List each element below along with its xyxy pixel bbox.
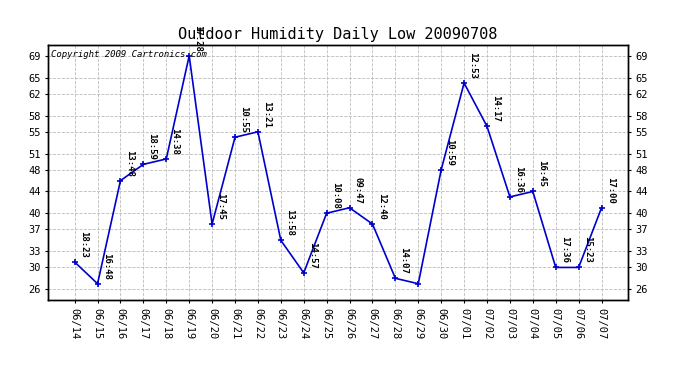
Text: 10:08: 10:08 bbox=[331, 182, 339, 209]
Text: 10:55: 10:55 bbox=[239, 106, 248, 133]
Text: 14:07: 14:07 bbox=[400, 247, 408, 274]
Text: 12:40: 12:40 bbox=[377, 193, 386, 220]
Text: 16:48: 16:48 bbox=[101, 253, 110, 279]
Text: 16:45: 16:45 bbox=[537, 160, 546, 188]
Text: 15:23: 15:23 bbox=[583, 236, 592, 263]
Text: 13:48: 13:48 bbox=[125, 150, 134, 177]
Text: 18:23: 18:23 bbox=[79, 231, 88, 258]
Text: 17:28: 17:28 bbox=[193, 25, 202, 52]
Text: 10:59: 10:59 bbox=[445, 139, 454, 166]
Text: 13:21: 13:21 bbox=[262, 101, 271, 128]
Title: Outdoor Humidity Daily Low 20090708: Outdoor Humidity Daily Low 20090708 bbox=[179, 27, 497, 42]
Text: 13:58: 13:58 bbox=[285, 209, 294, 236]
Text: 16:36: 16:36 bbox=[514, 166, 523, 193]
Text: 17:45: 17:45 bbox=[216, 193, 225, 220]
Text: 14:38: 14:38 bbox=[170, 128, 179, 155]
Text: Copyright 2009 Cartronics.com: Copyright 2009 Cartronics.com bbox=[51, 50, 207, 59]
Text: 09:47: 09:47 bbox=[354, 177, 363, 204]
Text: 18:59: 18:59 bbox=[148, 134, 157, 160]
Text: 17:00: 17:00 bbox=[606, 177, 615, 204]
Text: 14:57: 14:57 bbox=[308, 242, 317, 269]
Text: 12:53: 12:53 bbox=[469, 52, 477, 79]
Text: 14:17: 14:17 bbox=[491, 95, 500, 122]
Text: 17:36: 17:36 bbox=[560, 236, 569, 263]
